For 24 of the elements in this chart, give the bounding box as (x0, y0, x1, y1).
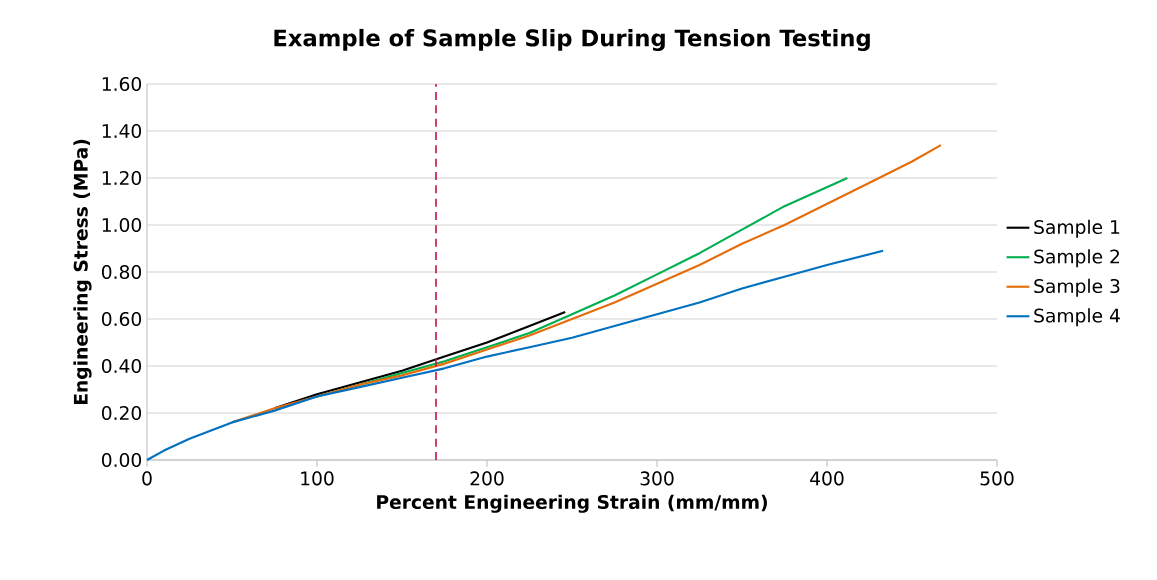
y-tick-label: 0.00 (101, 452, 142, 468)
y-tick-label: 1.60 (102, 76, 142, 92)
x-tick-label: 500 (980, 471, 1014, 486)
legend-label: Sample 1 (1034, 219, 1120, 238)
x-tick-label: 200 (470, 471, 504, 486)
y-tick-label: 0.60 (101, 311, 142, 327)
x-tick-label: 400 (810, 471, 844, 486)
legend-label: Sample 4 (1034, 308, 1120, 327)
line-series (145, 249, 885, 462)
line-series (273, 310, 567, 410)
x-tick-label: 300 (640, 471, 674, 486)
y-tick-label: 0.80 (101, 264, 142, 280)
x-tick-label: 100 (301, 471, 334, 486)
y-tick-label: 1.40 (102, 123, 142, 139)
y-axis-title: Engineering Stress (MPa) (73, 139, 92, 405)
y-tick-label: 0.20 (101, 405, 142, 421)
legend-label: Sample 3 (1034, 278, 1120, 297)
x-tick-label: 0 (142, 471, 152, 486)
chart-title: Example of Sample Slip During Tension Testing (274, 28, 870, 52)
y-tick-label: 1.00 (102, 217, 142, 233)
y-tick-label: 1.20 (102, 170, 142, 186)
legend-label: Sample 2 (1034, 249, 1120, 268)
y-tick-label: 0.40 (101, 358, 142, 374)
x-axis-title: Percent Engineering Strain (mm/mm) (377, 494, 767, 513)
